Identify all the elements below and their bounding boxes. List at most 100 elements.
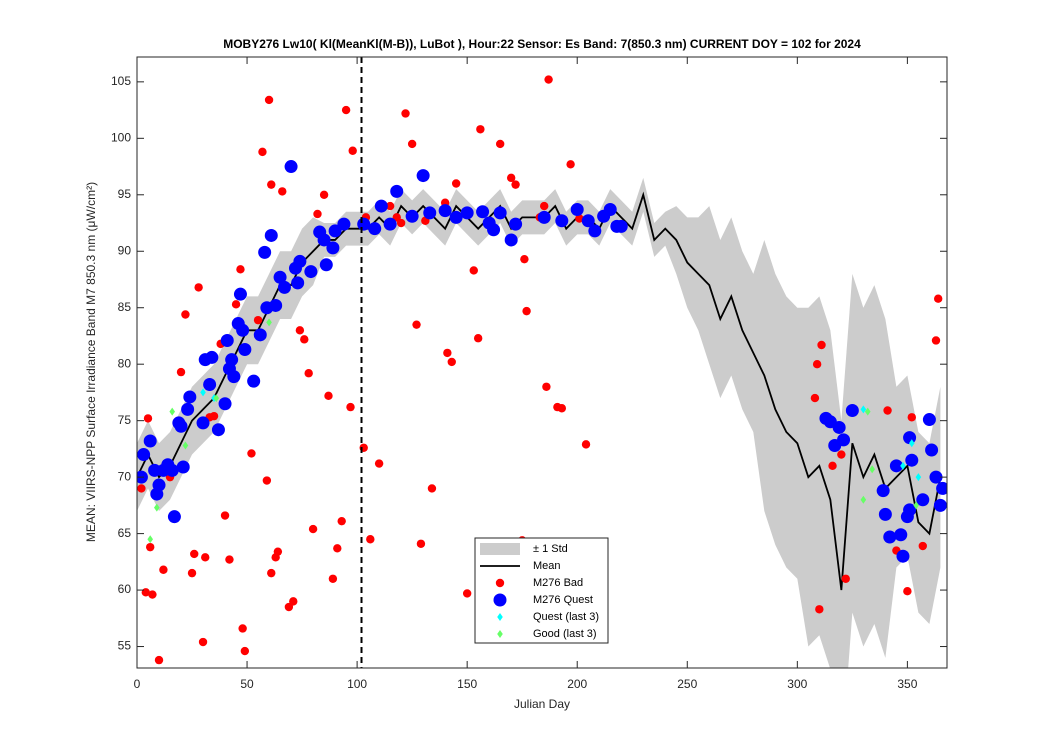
data-point xyxy=(182,441,189,450)
data-point xyxy=(907,413,916,422)
legend-swatch xyxy=(493,593,507,607)
legend-swatch xyxy=(480,543,520,555)
data-point xyxy=(876,484,890,498)
data-point xyxy=(908,439,915,448)
y-axis-label: MEAN: VIIRS-NPP Surface Irradiance Band … xyxy=(84,182,98,542)
data-point xyxy=(905,453,919,467)
data-point xyxy=(540,201,549,211)
data-point xyxy=(181,402,195,416)
y-tick-label: 60 xyxy=(118,582,132,596)
data-point xyxy=(253,328,267,342)
data-point xyxy=(383,217,397,231)
data-point xyxy=(423,206,437,220)
data-point xyxy=(511,180,520,189)
data-point xyxy=(883,406,892,415)
data-point xyxy=(603,202,617,216)
data-point xyxy=(883,530,897,544)
data-point xyxy=(588,224,602,238)
data-point xyxy=(220,511,230,520)
data-point xyxy=(143,414,153,423)
data-point xyxy=(300,335,309,344)
data-point xyxy=(200,388,206,397)
data-point xyxy=(860,405,867,414)
data-point xyxy=(918,541,927,551)
data-point xyxy=(931,336,941,345)
legend-swatch xyxy=(497,630,503,638)
legend-label: M276 Bad xyxy=(533,577,583,589)
data-point xyxy=(416,539,426,548)
axes-box xyxy=(136,56,948,669)
data-point xyxy=(346,402,355,412)
data-point xyxy=(447,357,456,367)
data-point xyxy=(412,320,421,329)
data-point xyxy=(277,280,291,294)
y-tick-label: 70 xyxy=(118,469,132,483)
data-point xyxy=(390,184,404,198)
data-point xyxy=(293,254,307,268)
x-tick-label: 250 xyxy=(677,677,697,691)
data-point xyxy=(262,476,272,485)
y-tick-label: 95 xyxy=(118,187,132,201)
data-point xyxy=(557,404,567,413)
data-point xyxy=(581,214,595,228)
data-point xyxy=(337,516,346,526)
data-point xyxy=(817,340,826,350)
data-point xyxy=(368,222,382,236)
data-point xyxy=(190,549,199,559)
x-tick-label: 150 xyxy=(457,677,477,691)
legend-swatch xyxy=(495,578,505,588)
data-point xyxy=(203,378,217,392)
data-point xyxy=(211,423,225,437)
data-point xyxy=(205,350,219,364)
data-point xyxy=(493,206,507,220)
data-point xyxy=(614,219,628,233)
data-point xyxy=(925,443,939,457)
data-point xyxy=(894,528,908,542)
data-point xyxy=(247,449,256,458)
data-point xyxy=(575,214,584,223)
plot-layer xyxy=(137,57,947,668)
data-point xyxy=(231,300,241,309)
data-point xyxy=(581,440,591,449)
x-tick-label: 0 xyxy=(134,677,141,691)
data-point xyxy=(366,535,375,544)
data-point xyxy=(469,266,478,275)
data-point xyxy=(167,510,181,524)
data-point xyxy=(137,448,151,462)
chart-title: MOBY276 Lw10( Kl(MeanKl(M-B)), LuBot ), … xyxy=(223,37,861,51)
data-point xyxy=(258,245,272,259)
data-point xyxy=(922,413,936,427)
y-tick-label: 75 xyxy=(118,413,132,427)
legend-box xyxy=(474,537,609,644)
data-point xyxy=(154,503,160,512)
data-point xyxy=(841,574,850,583)
x-axis-label: Julian Day xyxy=(514,697,570,711)
data-point xyxy=(812,359,822,369)
data-point xyxy=(449,210,463,224)
axes: 0 50 100 150 200 250 300 350 55 60 65 70 75 80 85 90 95 1… xyxy=(111,56,948,691)
data-point xyxy=(462,589,472,598)
data-point xyxy=(357,217,371,231)
legend-label: ± 1 Std xyxy=(533,543,568,555)
data-point xyxy=(264,95,274,105)
data-point xyxy=(267,180,276,189)
data-point xyxy=(278,187,287,196)
data-point xyxy=(304,369,313,378)
data-point xyxy=(438,204,452,218)
x-tick-label: 200 xyxy=(567,677,587,691)
data-point xyxy=(181,310,190,319)
data-point xyxy=(555,214,569,228)
data-point xyxy=(401,109,410,118)
data-point xyxy=(264,228,278,242)
data-point xyxy=(236,265,245,274)
data-point xyxy=(198,637,208,647)
data-point xyxy=(509,217,523,231)
data-point xyxy=(443,348,452,358)
data-point xyxy=(269,298,283,312)
data-point xyxy=(520,254,529,264)
data-point xyxy=(209,411,219,421)
data-point xyxy=(317,233,331,247)
data-point xyxy=(537,210,551,224)
data-point xyxy=(233,287,247,301)
